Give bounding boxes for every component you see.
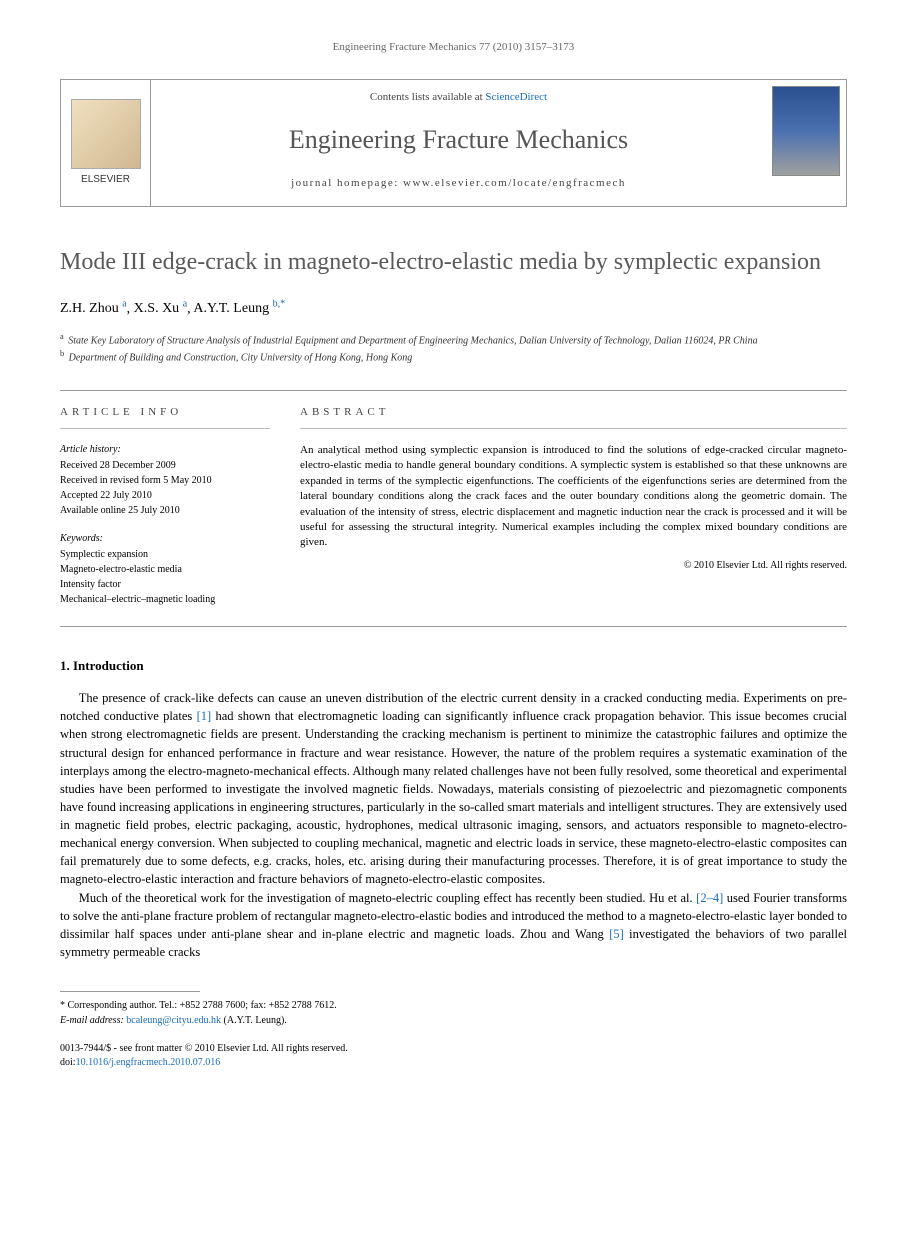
history-item: Accepted 22 July 2010 — [60, 489, 270, 503]
abstract-heading: ABSTRACT — [300, 405, 847, 429]
citation-link-2-4[interactable]: [2–4] — [696, 891, 723, 905]
email-link[interactable]: bcaleung@cityu.edu.hk — [126, 1015, 221, 1026]
citation-link-5[interactable]: [5] — [609, 927, 624, 941]
issn-copyright-line: 0013-7944/$ - see front matter © 2010 El… — [60, 1042, 847, 1070]
contents-prefix: Contents lists available at — [370, 91, 485, 103]
intro-paragraph-2: Much of the theoretical work for the inv… — [60, 889, 847, 962]
abstract-copyright: © 2010 Elsevier Ltd. All rights reserved… — [300, 559, 847, 573]
author-0: Z.H. Zhou a — [60, 301, 127, 316]
corresponding-author-footnote: * Corresponding author. Tel.: +852 2788 … — [60, 998, 847, 1028]
history-label: Article history: — [60, 443, 270, 457]
publisher-name: ELSEVIER — [81, 173, 130, 187]
keyword-item: Intensity factor — [60, 578, 270, 592]
history-item: Received 28 December 2009 — [60, 459, 270, 473]
history-item: Received in revised form 5 May 2010 — [60, 474, 270, 488]
article-info-heading: ARTICLE INFO — [60, 405, 270, 429]
journal-cover-cell — [766, 80, 846, 205]
journal-cover-thumbnail — [772, 86, 840, 176]
footnote-divider — [60, 991, 200, 992]
author-2: A.Y.T. Leung b,* — [193, 301, 285, 316]
publisher-cell: ELSEVIER — [61, 80, 151, 205]
journal-header-box: ELSEVIER Contents lists available at Sci… — [60, 79, 847, 206]
doi-link[interactable]: 10.1016/j.engfracmech.2010.07.016 — [76, 1057, 221, 1068]
sciencedirect-link[interactable]: ScienceDirect — [485, 91, 547, 103]
doi-line: doi:10.1016/j.engfracmech.2010.07.016 — [60, 1056, 847, 1070]
citation-link-1[interactable]: [1] — [197, 709, 212, 723]
section-heading-introduction: 1. Introduction — [60, 657, 847, 675]
journal-homepage: journal homepage: www.elsevier.com/locat… — [161, 176, 756, 191]
keyword-item: Magneto-electro-elastic media — [60, 563, 270, 577]
article-info-column: ARTICLE INFO Article history: Received 2… — [60, 405, 270, 608]
journal-title-cell: Contents lists available at ScienceDirec… — [151, 80, 766, 205]
intro-paragraph-1: The presence of crack-like defects can c… — [60, 689, 847, 888]
corr-author-line: * Corresponding author. Tel.: +852 2788 … — [60, 998, 847, 1013]
email-line: E-mail address: bcaleung@cityu.edu.hk (A… — [60, 1013, 847, 1028]
abstract-column: ABSTRACT An analytical method using symp… — [300, 405, 847, 608]
info-abstract-row: ARTICLE INFO Article history: Received 2… — [60, 390, 847, 627]
keywords-block: Keywords: Symplectic expansion Magneto-e… — [60, 532, 270, 607]
keyword-item: Mechanical–electric–magnetic loading — [60, 593, 270, 607]
contents-available-line: Contents lists available at ScienceDirec… — [161, 90, 756, 105]
article-history-block: Article history: Received 28 December 20… — [60, 443, 270, 518]
journal-name: Engineering Fracture Mechanics — [161, 122, 756, 158]
affiliations: a State Key Laboratory of Structure Anal… — [60, 331, 847, 366]
abstract-text: An analytical method using symplectic ex… — [300, 443, 847, 551]
running-header: Engineering Fracture Mechanics 77 (2010)… — [60, 40, 847, 55]
issn-line: 0013-7944/$ - see front matter © 2010 El… — [60, 1042, 847, 1056]
history-item: Available online 25 July 2010 — [60, 504, 270, 518]
author-1: X.S. Xu a — [134, 301, 187, 316]
keywords-label: Keywords: — [60, 532, 270, 546]
keyword-item: Symplectic expansion — [60, 548, 270, 562]
article-title: Mode III edge-crack in magneto-electro-e… — [60, 247, 847, 278]
affiliation-b: b Department of Building and Constructio… — [60, 348, 847, 365]
affiliation-a: a State Key Laboratory of Structure Anal… — [60, 331, 847, 348]
authors-line: Z.H. Zhou a, X.S. Xu a, A.Y.T. Leung b,* — [60, 298, 847, 319]
elsevier-tree-logo — [71, 99, 141, 169]
